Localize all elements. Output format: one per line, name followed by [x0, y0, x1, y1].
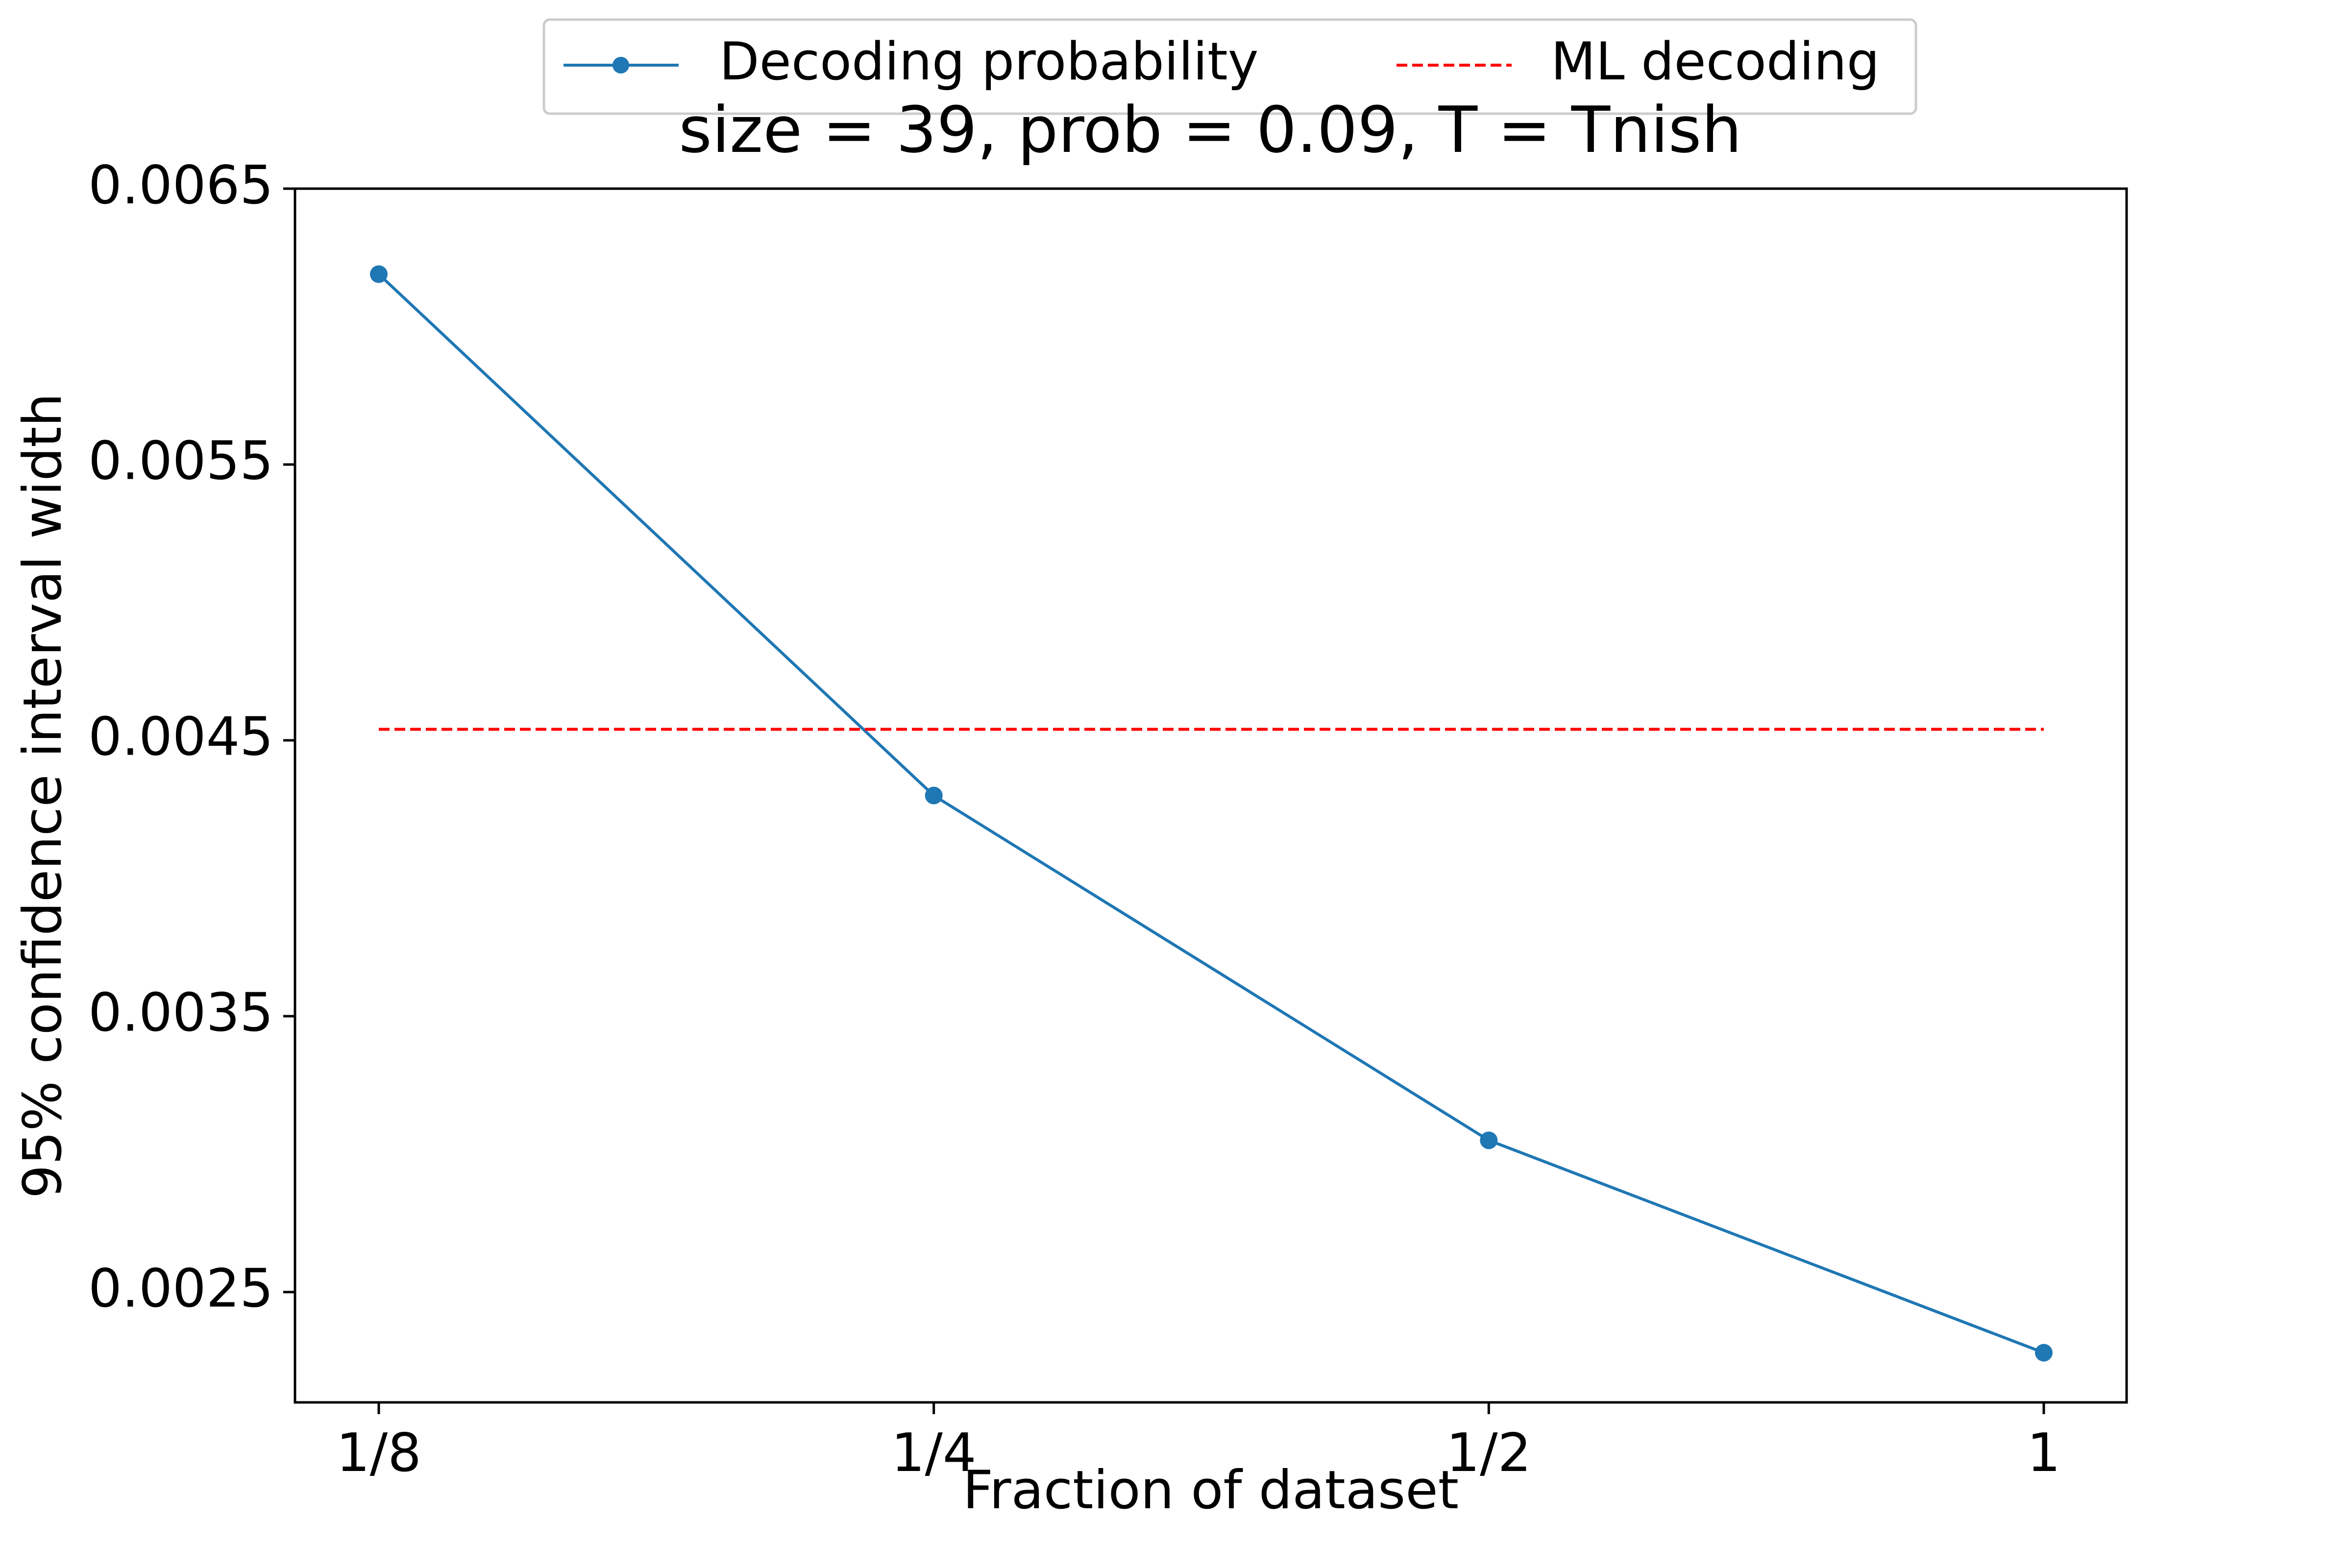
data-point-decoding-probability — [925, 786, 943, 805]
legend-label-decoding-probability: Decoding probability — [719, 31, 1258, 92]
x-axis-ticks: 1/8 1/4 1/2 1 — [336, 1402, 2060, 1484]
x-tick-label: 1/8 — [336, 1422, 421, 1484]
data-point-decoding-probability — [1480, 1131, 1498, 1150]
y-axis-ticks: 0.0025 0.0035 0.0045 0.0055 0.0065 — [88, 155, 295, 1320]
y-tick-label: 0.0065 — [88, 155, 273, 216]
legend-marker-decoding-probability — [612, 57, 629, 74]
data-point-decoding-probability — [370, 265, 388, 283]
legend-label-ml-decoding: ML decoding — [1551, 31, 1880, 92]
y-tick-label: 0.0055 — [88, 431, 273, 492]
legend: Decoding probability ML decoding — [542, 18, 1917, 115]
y-tick-label: 0.0035 — [88, 982, 273, 1044]
plot-frame — [294, 187, 2128, 1404]
y-tick-label: 0.0045 — [88, 707, 273, 768]
chart-title: size = 39, prob = 0.09, T = Tnish — [679, 93, 1742, 167]
x-tick-label: 1/2 — [1446, 1422, 1531, 1484]
x-tick-label: 1/4 — [891, 1422, 977, 1484]
series-layer — [370, 265, 2053, 1362]
series-line-decoding-probability — [377, 273, 2045, 1354]
y-tick-label: 0.0025 — [88, 1258, 273, 1320]
legend-frame — [542, 18, 1917, 115]
x-axis-label: Fraction of dataset — [963, 1460, 1459, 1521]
x-tick-label: 1 — [2027, 1422, 2061, 1484]
data-point-decoding-probability — [2035, 1344, 2053, 1362]
y-axis-label: 95% confidence interval width — [12, 393, 74, 1199]
